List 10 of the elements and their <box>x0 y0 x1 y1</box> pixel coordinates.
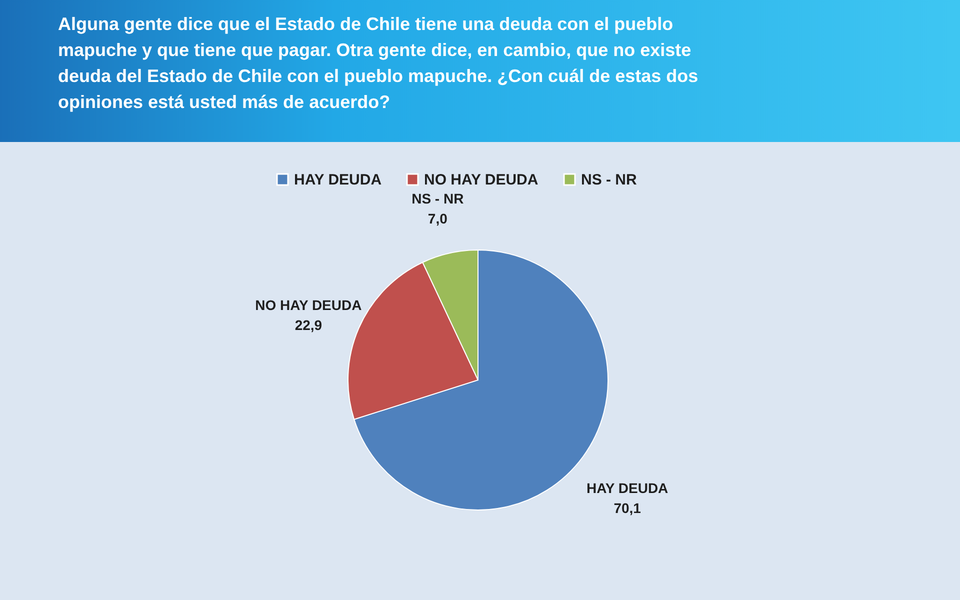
legend-label: NO HAY DEUDA <box>424 172 538 189</box>
legend-label: NS - NR <box>581 172 637 189</box>
slice-label: NO HAY DEUDA <box>255 296 362 313</box>
data-label: 22,9 <box>294 316 322 333</box>
data-label: 70,1 <box>614 500 642 516</box>
chart-title: Alguna gente dice que el Estado de Chile tiene una deuda con el pueblo mapuche y que tiene que pagar. Otra gente dice, en cambio, que no existe deuda del Estado de Chile con el pueblo mapuche. ¿Con cuál de estas dos opiniones está usted más de acuerdo? <box>58 14 698 112</box>
slice-label: NS - NR <box>412 190 464 206</box>
data-label: 7,0 <box>428 210 448 226</box>
legend-label: HAY DEUDA <box>294 172 382 189</box>
slice-label: HAY DEUDA <box>586 480 668 496</box>
